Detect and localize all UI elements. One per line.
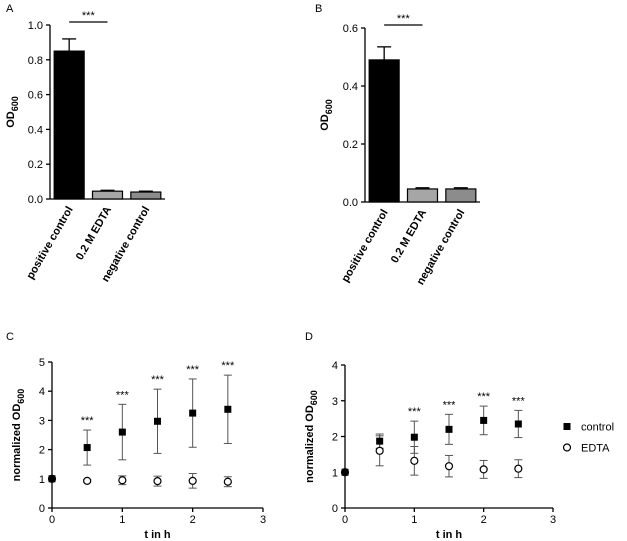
x-tick-label: 0 <box>49 514 55 526</box>
point <box>444 462 454 471</box>
legend-marker <box>562 443 572 452</box>
significance-label: *** <box>512 395 526 407</box>
significance-label: *** <box>477 391 491 403</box>
significance-label: *** <box>186 364 200 376</box>
y-tick-label: 4 <box>39 386 45 398</box>
y-tick-label: 1 <box>332 467 338 479</box>
point <box>224 405 232 413</box>
y-tick-label: 0.2 <box>343 139 358 151</box>
point <box>514 420 522 428</box>
y-tick-label: 0.6 <box>28 90 43 102</box>
y-tick-label: 0.6 <box>343 23 358 35</box>
point <box>118 428 126 436</box>
point <box>341 468 349 476</box>
point <box>410 433 418 441</box>
significance-label: *** <box>397 13 411 25</box>
significance-label: *** <box>116 389 130 401</box>
y-axis-label-sub: 600 <box>10 96 20 111</box>
y-axis-label-sub: 600 <box>324 99 334 114</box>
point <box>118 476 127 485</box>
point <box>153 477 162 486</box>
x-tick-label: positive control <box>24 205 75 282</box>
bar <box>53 50 85 200</box>
y-axis-label: OD600 <box>319 99 334 131</box>
panel-label: A <box>6 3 14 15</box>
y-tick-label: 0.2 <box>28 159 43 171</box>
y-axis-label: normalized OD600 <box>304 390 319 483</box>
point <box>410 456 419 465</box>
y-axis-label-sub: 600 <box>16 389 26 404</box>
x-axis-label: t in h <box>436 529 463 541</box>
x-tick-label: 3 <box>550 514 556 526</box>
point <box>83 476 92 485</box>
y-tick-label: 0.0 <box>28 194 43 206</box>
y-tick-label: 0 <box>39 503 45 515</box>
significance-label: *** <box>151 374 165 386</box>
bar <box>368 59 400 203</box>
legend-label: EDTA <box>581 443 610 455</box>
bar <box>406 188 439 203</box>
significance-label: *** <box>443 399 457 411</box>
point <box>376 437 384 445</box>
point <box>479 465 488 474</box>
y-tick-label: 2 <box>39 445 45 457</box>
y-tick-label: 2 <box>332 432 338 444</box>
point <box>154 417 161 425</box>
y-tick-label: 0.4 <box>343 81 358 93</box>
panel-label: D <box>305 331 313 343</box>
point <box>188 476 197 485</box>
y-tick-label: 0.4 <box>28 124 43 136</box>
y-tick-label: 0.8 <box>28 55 43 67</box>
legend-marker <box>563 423 571 430</box>
y-tick-label: 0 <box>332 503 338 515</box>
y-axis-label: normalized OD600 <box>11 389 26 482</box>
significance-label: *** <box>221 360 235 372</box>
point <box>480 416 488 424</box>
point <box>375 446 384 455</box>
significance-label: *** <box>408 406 422 418</box>
x-tick-label: 0.2 M EDTA <box>389 207 429 265</box>
point <box>514 464 523 473</box>
x-tick-label: 3 <box>260 514 266 526</box>
point <box>48 475 56 483</box>
bar <box>445 188 477 203</box>
y-axis-label-main: OD <box>5 111 17 128</box>
point <box>223 477 232 486</box>
x-tick-label: 1 <box>411 514 417 526</box>
y-tick-label: 5 <box>39 357 45 369</box>
panel-label: C <box>6 331 14 343</box>
point <box>83 444 91 452</box>
significance-label: *** <box>81 415 95 427</box>
y-tick-label: 1 <box>39 474 45 486</box>
legend-label: control <box>581 422 614 434</box>
bar <box>130 191 162 200</box>
y-axis-label-main: OD <box>319 114 331 131</box>
y-axis-label-main: normalized OD <box>304 405 316 483</box>
x-tick-label: 1 <box>119 514 125 526</box>
x-tick-label: 0.2 M EDTA <box>74 204 114 262</box>
x-tick-label: 2 <box>481 514 487 526</box>
y-tick-label: 3 <box>39 415 45 427</box>
point <box>445 425 453 433</box>
y-tick-label: 1.0 <box>28 20 43 32</box>
y-tick-label: 4 <box>332 360 338 372</box>
x-axis-label: t in h <box>144 529 171 541</box>
y-tick-label: 0.0 <box>343 197 358 209</box>
bar <box>91 190 124 200</box>
y-tick-label: 3 <box>332 396 338 408</box>
x-tick-label: positive control <box>339 208 390 285</box>
x-tick-label: 0 <box>342 514 348 526</box>
x-tick-label: 2 <box>190 514 196 526</box>
y-axis-label-sub: 600 <box>309 390 319 405</box>
panel-label: B <box>315 3 322 15</box>
point <box>189 409 197 417</box>
y-axis-label-main: normalized OD <box>11 404 23 482</box>
significance-label: *** <box>82 10 96 22</box>
y-axis-label: OD600 <box>5 96 20 128</box>
